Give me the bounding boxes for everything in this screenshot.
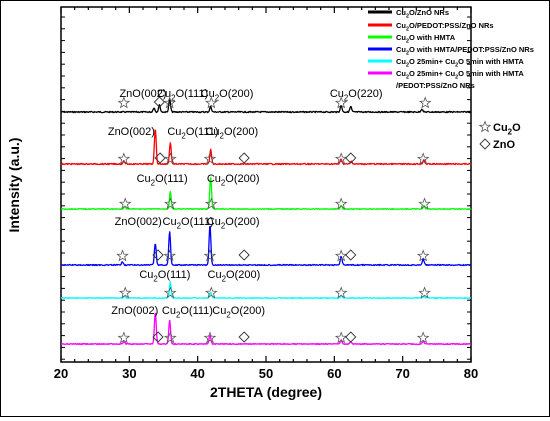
legend-label: Cu2O/PEDOT:PSS/ZnO NRs [396, 21, 494, 32]
cu2o-star-marker [334, 96, 348, 109]
cu2o-star-marker [418, 197, 431, 210]
cu2o-star-marker [203, 152, 217, 165]
cu2o-star-marker [416, 331, 430, 344]
series-line [60, 225, 472, 267]
series-line [60, 129, 472, 166]
key-label: ZnO [493, 139, 515, 151]
peak-label: Cu2O(200) [205, 126, 258, 140]
peak-label: Cu2O(111) [167, 126, 218, 140]
legend-label: Cu2O with HMTA [396, 33, 456, 44]
x-tick-label: 60 [327, 366, 341, 381]
cu2o-star-marker [116, 249, 129, 262]
cu2o-star-marker [163, 96, 176, 109]
x-tick-label: 80 [464, 366, 478, 381]
key-label: Cu2O [493, 122, 521, 136]
cu2o-star-marker [418, 286, 431, 299]
zno-diamond-marker [152, 249, 164, 261]
series-line [60, 312, 472, 346]
cu2o-star-marker [334, 152, 348, 165]
cu2o-star-marker [117, 96, 131, 109]
peak-label: Cu2O(111) [163, 216, 214, 230]
peak-label: Cu2O(111) [137, 173, 188, 187]
x-tick-label: 70 [395, 366, 409, 381]
peak-label: Cu2O(111) [139, 269, 190, 283]
cu2o-star-marker [164, 197, 177, 210]
zno-diamond-marker [154, 152, 166, 164]
zno-diamond-marker [345, 249, 357, 261]
cu2o-star-marker [164, 331, 177, 344]
cu2o-star-marker [205, 96, 218, 109]
x-axis-label: 2THETA (degree) [210, 384, 322, 400]
cu2o-star-marker [203, 331, 217, 344]
peak-label: Cu2O(111) [157, 88, 208, 102]
peak-label: ZnO(002) [111, 305, 158, 317]
x-axis: 20 30 40 50 60 70 80 [54, 7, 478, 381]
peak-annotations: ZnO(002)Cu2O(111)Cu2O(200) Cu2O(220)ZnO(0… [108, 88, 383, 319]
peak-markers [116, 96, 432, 344]
legend-label: Cu2O/ZnO NRs [396, 8, 449, 19]
peak-label: ZnO(002) [108, 126, 155, 138]
cu2o-star-marker [203, 249, 217, 262]
cu2o-star-marker [117, 152, 131, 165]
peak-label: Cu2O(220) [330, 88, 383, 102]
series-line [60, 99, 472, 114]
key-star-icon [478, 120, 492, 133]
legend-label: Cu2O 25min+ Cu2O 5min with HMTA [396, 57, 524, 68]
zno-diamond-marker [238, 152, 250, 164]
cu2o-star-marker [163, 249, 176, 262]
legend-label: Cu2O 25min+ Cu2O 5min with HMTA [396, 69, 524, 80]
cu2o-star-marker [334, 331, 348, 344]
zno-diamond-marker [238, 249, 250, 261]
zno-diamond-marker [153, 96, 166, 108]
peak-label: ZnO(002) [119, 88, 166, 100]
cu2o-star-marker [416, 249, 430, 262]
zno-diamond-marker [345, 331, 357, 343]
series-line [60, 177, 472, 211]
peak-label: Cu2O(200) [207, 216, 260, 230]
x-tick-label: 40 [190, 366, 204, 381]
cu2o-star-marker [205, 286, 218, 299]
peak-label: Cu2O(111) [162, 305, 213, 319]
cu2o-star-marker [334, 249, 348, 262]
cu2o-star-marker [118, 286, 132, 299]
cu2o-star-marker [334, 286, 348, 299]
peak-label: Cu2O(200) [208, 269, 261, 283]
symbol-key: Cu2O ZnO [478, 120, 521, 151]
x-tick-label: 30 [122, 366, 136, 381]
cu2o-star-marker [117, 331, 131, 344]
peak-label: Cu2O(200) [201, 88, 254, 102]
cu2o-star-marker [164, 286, 177, 299]
legend-label: Cu2O with HMTA/PEDOT:PSS/ZnO NRs [396, 45, 534, 56]
y-axis-label: Intensity (a.u.) [6, 138, 22, 233]
series-traces [60, 99, 472, 346]
zno-diamond-marker [238, 331, 250, 343]
cu2o-star-marker [418, 96, 432, 109]
zno-diamond-marker [152, 331, 164, 343]
cu2o-star-marker [416, 152, 430, 165]
series-line [60, 281, 472, 300]
key-diamond-icon [479, 138, 491, 150]
peak-label: Cu2O(200) [212, 305, 265, 319]
x-tick-label: 50 [259, 366, 273, 381]
peak-label: Cu2O(200) [207, 173, 260, 187]
x-tick-label: 20 [54, 366, 68, 381]
zno-diamond-marker [345, 152, 357, 164]
legend-label-cont: /PEDOT:PSS/ZnO NRs [396, 81, 475, 90]
cu2o-star-marker [164, 152, 177, 165]
peak-label: ZnO(002) [115, 216, 162, 228]
cu2o-star-marker [205, 197, 218, 210]
cu2o-star-marker [118, 197, 132, 210]
cu2o-star-marker [334, 197, 348, 210]
